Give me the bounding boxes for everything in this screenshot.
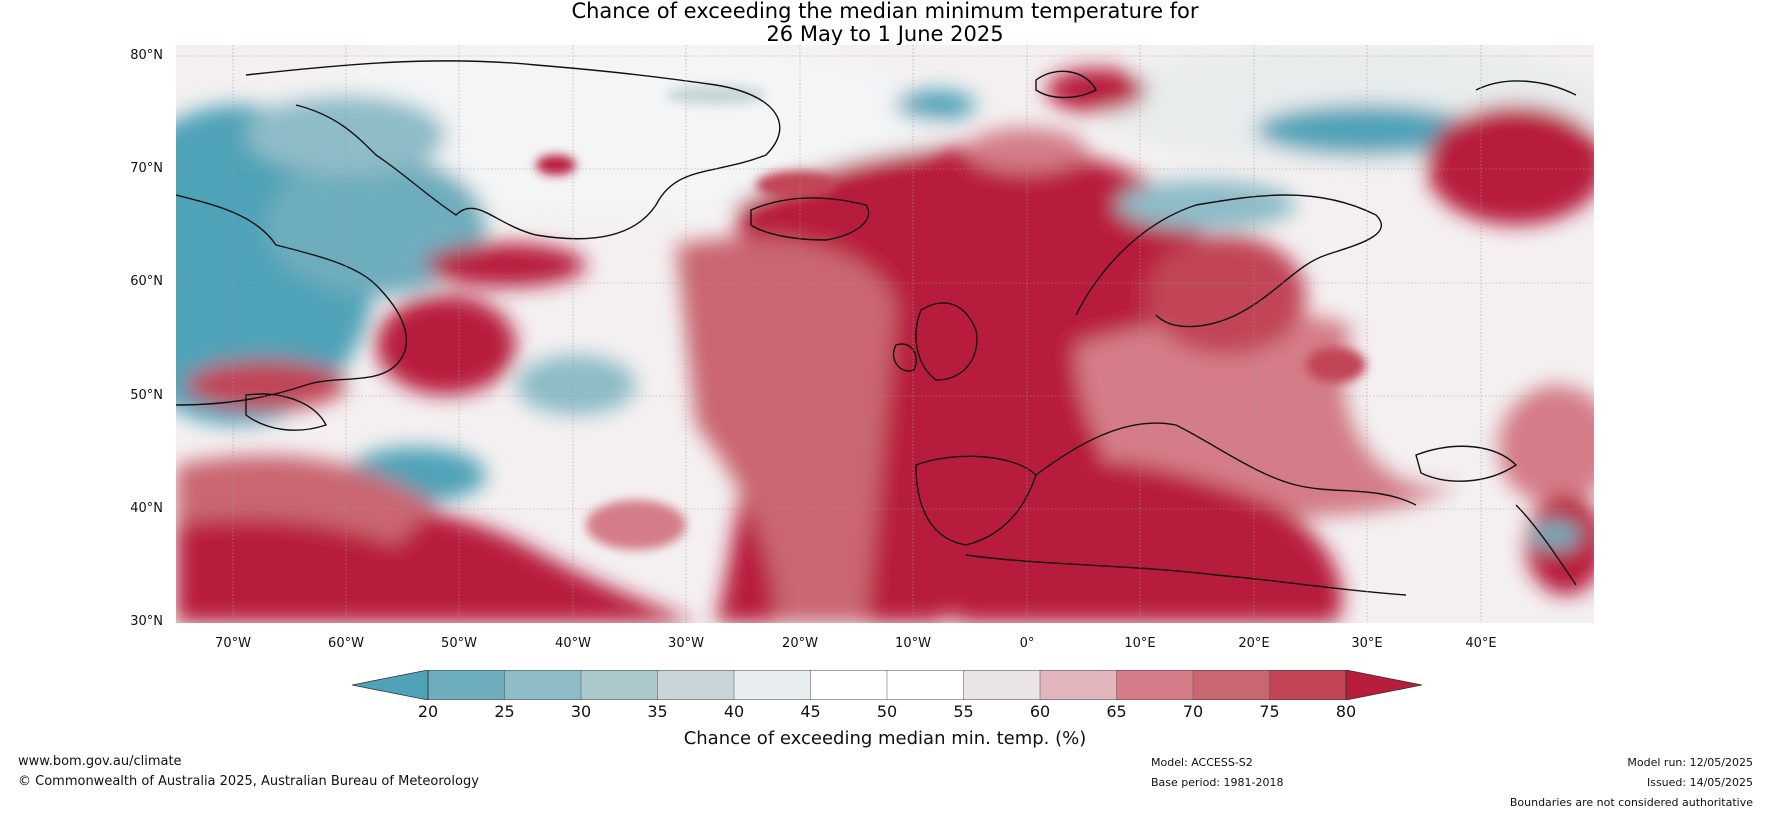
lat-label-30n: 30°N — [130, 614, 163, 629]
colorbar-segment — [1192, 670, 1271, 700]
colorbar-tick-label: 55 — [953, 702, 974, 721]
lon-label-70w: 70°W — [215, 636, 251, 651]
colorbar-extend-high — [1345, 670, 1422, 700]
lat-label-80n: 80°N — [130, 48, 163, 63]
colorbar-tick-label: 30 — [570, 702, 592, 721]
lon-label-30e: 30°E — [1351, 636, 1383, 651]
colorbar-segment — [1116, 670, 1194, 700]
colorbar-label: Chance of exceeding median min. temp. (%… — [683, 728, 1087, 749]
footer-base-period: Base period: 1981-2018 — [1151, 776, 1284, 789]
colorbar-segment — [580, 670, 659, 700]
map-panel — [176, 45, 1594, 623]
colorbar-tick-label: 20 — [417, 702, 439, 721]
lon-label-20w: 20°W — [782, 636, 818, 651]
probability-map — [176, 45, 1594, 623]
colorbar-frame — [427, 670, 1347, 700]
colorbar-tick-label: 75 — [1259, 702, 1280, 721]
lat-label-40n: 40°N — [130, 501, 163, 516]
colorbar-segment — [886, 670, 965, 700]
title-line-2: 26 May to 1 June 2025 — [766, 22, 1004, 46]
colorbar — [352, 670, 1422, 700]
title-line-1: Chance of exceeding the median minimum t… — [571, 0, 1199, 23]
colorbar-segment — [504, 670, 582, 700]
lat-label-60n: 60°N — [130, 274, 163, 289]
colorbar-segment — [1039, 670, 1118, 700]
colorbar-segment — [427, 670, 506, 700]
lat-label-50n: 50°N — [130, 388, 163, 403]
coastlines — [176, 60, 1577, 596]
colorbar-extend-low — [352, 670, 429, 700]
colorbar-segment — [1269, 670, 1347, 700]
lon-label-20e: 20°E — [1238, 636, 1270, 651]
lon-label-40w: 40°W — [555, 636, 591, 651]
colorbar-tick-label: 60 — [1029, 702, 1051, 721]
colorbar-tick-label: 50 — [876, 702, 898, 721]
probability-core — [536, 85, 1366, 550]
colorbar-segment — [733, 670, 812, 700]
colorbar-segment — [657, 670, 735, 700]
footer-website: www.bom.gov.au/climate — [18, 754, 182, 769]
footer-model: Model: ACCESS-S2 — [1151, 756, 1253, 769]
probability-field — [176, 45, 1594, 623]
lat-label-70n: 70°N — [130, 161, 163, 176]
lon-label-40e: 40°E — [1465, 636, 1497, 651]
footer-issued: Issued: 14/05/2025 — [1646, 776, 1753, 789]
colorbar-tick-label: 80 — [1335, 702, 1357, 721]
colorbar-segment — [810, 670, 888, 700]
colorbar-tick-label: 65 — [1106, 702, 1127, 721]
lon-label-10w: 10°W — [895, 636, 931, 651]
colorbar-tick-label: 45 — [800, 702, 821, 721]
lon-label-10e: 10°E — [1124, 636, 1156, 651]
colorbar-segment — [963, 670, 1041, 700]
colorbar-tick-label: 40 — [723, 702, 745, 721]
footer-disclaimer: Boundaries are not considered authoritat… — [1509, 796, 1753, 809]
lon-label-50w: 50°W — [441, 636, 477, 651]
footer-copyright: © Commonwealth of Australia 2025, Austra… — [18, 774, 479, 789]
colorbar-tick-label: 25 — [494, 702, 515, 721]
colorbar-segments — [427, 670, 1347, 700]
lon-label-0: 0° — [1019, 636, 1035, 651]
colorbar-tick-label: 35 — [647, 702, 668, 721]
lon-label-60w: 60°W — [328, 636, 364, 651]
map-title: Chance of exceeding the median minimum t… — [0, 0, 1770, 46]
colorbar-tick-label: 70 — [1182, 702, 1204, 721]
footer-model-run: Model run: 12/05/2025 — [1627, 756, 1753, 769]
lon-label-30w: 30°W — [668, 636, 704, 651]
